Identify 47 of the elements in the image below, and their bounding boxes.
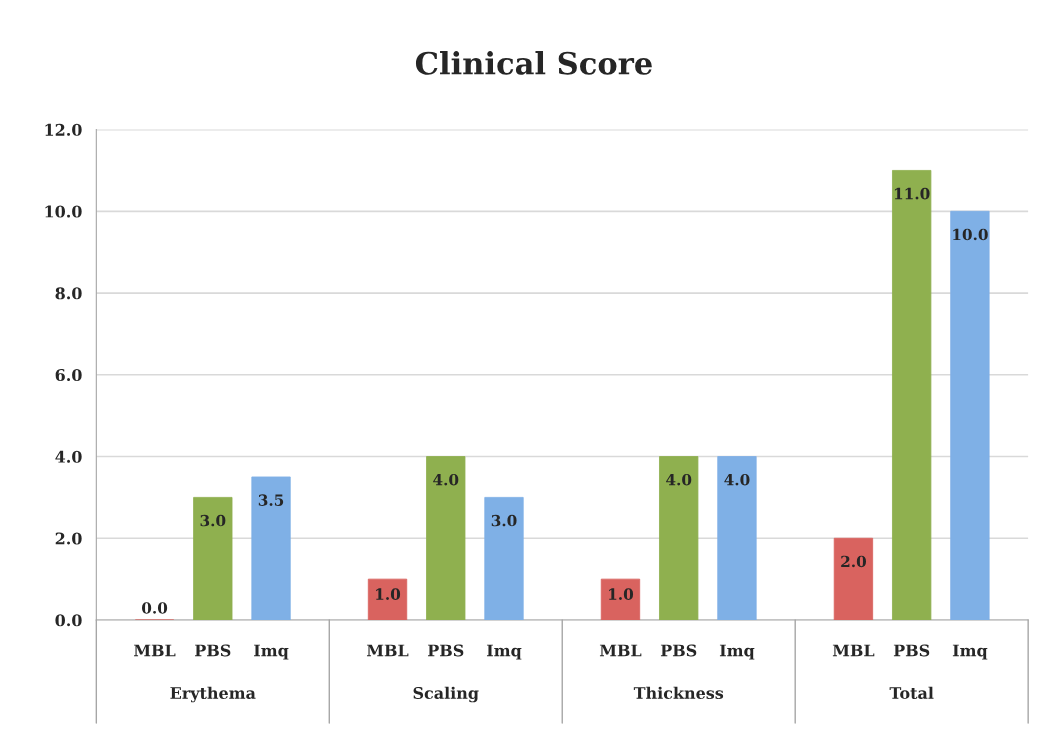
y-tick-label: 2.0 bbox=[55, 532, 82, 545]
data-label: 4.0 bbox=[666, 473, 692, 486]
text: MBL bbox=[366, 644, 409, 657]
data-label: 1.0 bbox=[609, 588, 634, 600]
y-tick-label: 0.0 bbox=[55, 614, 82, 627]
data-label: 0.0 bbox=[141, 602, 168, 614]
bar bbox=[484, 496, 524, 620]
x-tick-label: Scaling bbox=[413, 686, 479, 703]
data-label: 3.5 bbox=[258, 494, 284, 506]
series-label: MBL bbox=[134, 644, 176, 657]
text: Imq bbox=[719, 644, 755, 660]
text: PBS bbox=[660, 644, 697, 657]
bar bbox=[600, 578, 641, 620]
series-label: PBS bbox=[195, 644, 231, 657]
y-tick-label: 6.0 bbox=[55, 369, 82, 382]
y-tick-label: 8.0 bbox=[55, 287, 82, 300]
bar bbox=[367, 578, 408, 620]
x-tick-label: Thickness bbox=[633, 686, 724, 700]
text: MBL bbox=[832, 644, 875, 657]
bar bbox=[833, 537, 874, 620]
bar bbox=[892, 170, 932, 620]
bar bbox=[717, 456, 757, 620]
x-tick-label: Total bbox=[889, 686, 934, 700]
data-label: 10.0 bbox=[953, 228, 988, 241]
y-tick-label: 10.0 bbox=[45, 205, 82, 218]
data-label: 2.0 bbox=[841, 555, 867, 568]
data-label: 3.0 bbox=[200, 514, 226, 527]
bar bbox=[251, 476, 291, 620]
data-label: 11.0 bbox=[894, 187, 930, 200]
text: Imq bbox=[952, 644, 988, 660]
chart-title: Clinical Score bbox=[415, 51, 652, 75]
y-tick-label: 12.0 bbox=[45, 123, 82, 136]
text: PBS bbox=[893, 644, 930, 657]
data-label: 4.0 bbox=[433, 473, 459, 486]
text: Imq bbox=[486, 644, 522, 660]
text: PBS bbox=[427, 644, 464, 657]
bar bbox=[659, 456, 699, 620]
bar bbox=[950, 210, 990, 620]
data-label: 4.0 bbox=[724, 473, 750, 486]
data-label: 3.0 bbox=[491, 514, 517, 527]
bar bbox=[193, 496, 233, 620]
y-tick-label: 4.0 bbox=[55, 450, 82, 463]
bar bbox=[426, 456, 466, 620]
series-label: Imq bbox=[254, 644, 289, 660]
text: MBL bbox=[599, 644, 642, 657]
data-label: 1.0 bbox=[376, 588, 401, 600]
x-tick-label: Erythema bbox=[170, 686, 256, 703]
